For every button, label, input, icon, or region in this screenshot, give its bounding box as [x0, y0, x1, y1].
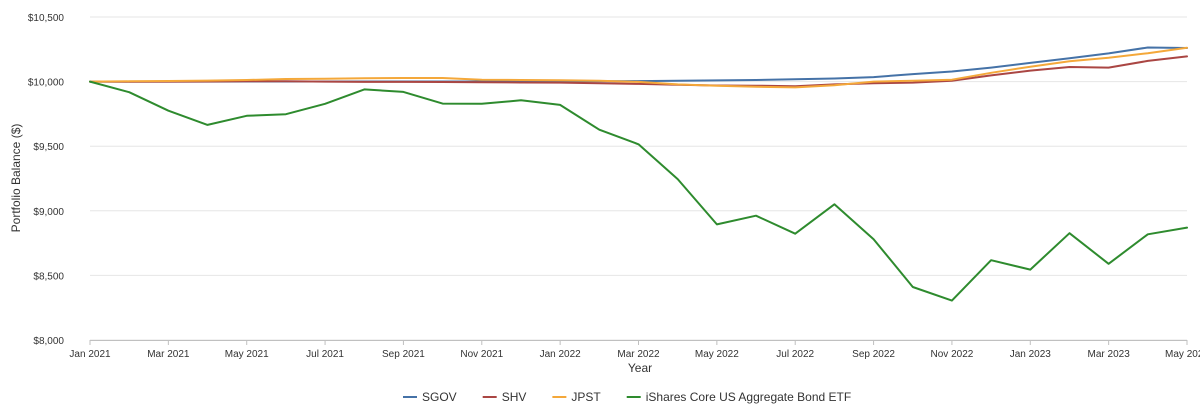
series-line-4: [89, 80, 1188, 302]
legend-item[interactable]: SGOV: [403, 390, 457, 404]
x-tick-label: Nov 2022: [931, 349, 974, 360]
x-tick-label: Mar 2022: [617, 349, 660, 360]
series-line-3: [89, 46, 1188, 89]
legend-label: JPST: [571, 390, 601, 404]
x-tick-label: Jan 2023: [1010, 349, 1052, 360]
x-axis: Jan 2021 Mar 2021 May 2021 Jul 2021 Sep 2021…: [69, 340, 1200, 360]
y-tick-label: $10,000: [28, 78, 65, 89]
x-tick-label: Mar 2021: [147, 349, 190, 360]
x-tick-label: May 2021: [225, 349, 269, 360]
series-line-1: [89, 46, 1188, 83]
grid-lines: [90, 16, 1187, 341]
x-tick-label: Mar 2023: [1088, 349, 1131, 360]
y-tick-label: $9,000: [33, 207, 64, 218]
x-tick-label: Sep 2022: [852, 349, 895, 360]
x-tick-label: Nov 2021: [460, 349, 503, 360]
x-tick-label: Jan 2022: [540, 349, 582, 360]
legend-item[interactable]: JPST: [552, 390, 601, 404]
x-tick-label: Jul 2021: [306, 349, 344, 360]
y-tick-label: $8,500: [33, 271, 64, 282]
x-tick-label: Jan 2021: [69, 349, 111, 360]
series-line-2: [89, 55, 1188, 88]
series-lines: [89, 46, 1188, 302]
x-tick-label: Jul 2022: [776, 349, 814, 360]
legend-label: SHV: [502, 390, 527, 404]
x-axis-title: Year: [628, 361, 652, 375]
legend-label: iShares Core US Aggregate Bond ETF: [646, 390, 851, 404]
y-tick-label: $8,000: [33, 336, 64, 347]
legend: SGOV SHV JPST iShares Core US Aggregate Bon…: [403, 390, 851, 404]
y-tick-label: $10,500: [28, 13, 65, 24]
legend-item[interactable]: SHV: [482, 390, 527, 404]
x-tick-label: May 2022: [695, 349, 739, 360]
legend-item[interactable]: iShares Core US Aggregate Bond ETF: [626, 390, 851, 404]
y-tick-label: $9,500: [33, 142, 64, 153]
x-tick-label: May 2023: [1165, 349, 1200, 360]
y-axis-title: Portfolio Balance ($): [9, 124, 23, 233]
y-axis: $8,000 $8,500 $9,000 $9,500 $10,000 $10,500: [28, 13, 65, 347]
x-tick-label: Sep 2021: [382, 349, 425, 360]
legend-label: SGOV: [422, 390, 457, 404]
